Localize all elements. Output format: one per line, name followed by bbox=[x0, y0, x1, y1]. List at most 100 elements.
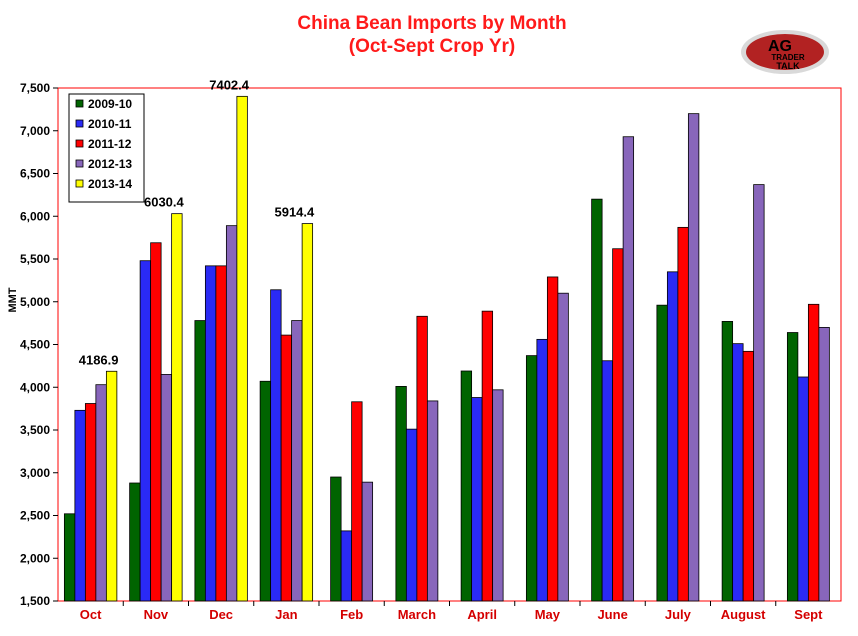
logo-line-2: TRADER bbox=[771, 53, 805, 62]
bar-2011-12-June bbox=[612, 248, 624, 602]
bar-2012-13-April bbox=[492, 389, 504, 602]
data-labels-layer: 4186.9 6030.4 7402.4 5914.4 bbox=[79, 77, 315, 367]
y-tick-label: 7,500 bbox=[20, 81, 50, 95]
bar-2013-14-Jan bbox=[301, 223, 314, 602]
y-axis-label: MMT bbox=[7, 287, 19, 312]
bar-2012-13-Feb bbox=[361, 481, 374, 602]
bars-layer bbox=[63, 95, 830, 602]
bar-2009-10-July bbox=[656, 304, 668, 602]
bar-2012-13-Nov bbox=[160, 374, 173, 602]
data-label: 4186.9 bbox=[79, 352, 119, 367]
bar-2012-13-July bbox=[687, 113, 700, 602]
bar-2013-14-Dec bbox=[236, 95, 248, 602]
bar-2010-11-June bbox=[601, 360, 614, 602]
category-label: Nov bbox=[144, 607, 169, 622]
bar-2009-10-Nov bbox=[129, 482, 141, 602]
y-tick-label: 3,500 bbox=[20, 423, 50, 437]
bar-2011-12-Jan bbox=[280, 334, 293, 602]
bar-2010-11-August bbox=[732, 343, 744, 602]
bar-2011-12-April bbox=[481, 310, 494, 602]
chart-subtitle: (Oct-Sept Crop Yr) bbox=[349, 36, 515, 57]
plot-area bbox=[57, 87, 842, 602]
y-tick-label: 6,000 bbox=[20, 209, 50, 223]
brand-logo: AG TRADER TALK bbox=[741, 30, 829, 74]
bar-2009-10-March bbox=[395, 385, 407, 602]
bar-2010-11-April bbox=[471, 397, 483, 602]
logo-line-1: AG bbox=[768, 38, 792, 55]
category-label: June bbox=[597, 607, 627, 622]
bar-2010-11-July bbox=[666, 271, 679, 602]
bar-2012-13-Dec bbox=[225, 225, 238, 602]
data-label: 5914.4 bbox=[274, 205, 315, 220]
y-tick-label: 4,000 bbox=[20, 380, 50, 394]
category-label: Sept bbox=[794, 607, 823, 622]
legend-swatch bbox=[75, 179, 84, 188]
bar-2010-11-May bbox=[536, 338, 548, 602]
bar-2011-12-August bbox=[742, 350, 755, 602]
bar-2012-13-August bbox=[753, 184, 765, 602]
bar-2009-10-Jan bbox=[259, 380, 272, 602]
bar-2009-10-August bbox=[721, 321, 734, 602]
bar-2009-10-Sept bbox=[786, 332, 799, 602]
bar-2009-10-Feb bbox=[330, 476, 342, 602]
bar-2011-12-Feb bbox=[351, 401, 363, 602]
y-tick-label: 5,000 bbox=[20, 295, 50, 309]
bar-2010-11-Feb bbox=[340, 530, 353, 602]
bar-2010-11-March bbox=[405, 428, 418, 602]
legend-label: 2012-13 bbox=[88, 157, 132, 171]
bar-2010-11-Dec bbox=[204, 265, 217, 602]
y-tick-label: 1,500 bbox=[20, 594, 50, 608]
legend-label: 2009-10 bbox=[88, 97, 132, 111]
bar-2011-12-March bbox=[416, 315, 428, 602]
bar-2009-10-June bbox=[591, 198, 603, 602]
y-tick-label: 3,000 bbox=[20, 466, 50, 480]
bar-2012-13-Jan bbox=[291, 320, 303, 602]
category-label: July bbox=[665, 607, 692, 622]
category-label: April bbox=[467, 607, 497, 622]
bar-2010-11-Sept bbox=[797, 376, 809, 602]
legend-swatch bbox=[75, 119, 84, 128]
legend-label: 2011-12 bbox=[88, 137, 132, 151]
category-label: Oct bbox=[80, 607, 102, 622]
logo-line-3: TALK bbox=[776, 61, 800, 71]
bar-2011-12-Dec bbox=[215, 265, 227, 602]
category-label: August bbox=[721, 607, 766, 622]
y-tick-label: 7,000 bbox=[20, 124, 50, 138]
bar-2009-10-Oct bbox=[63, 513, 76, 602]
legend-items: 2009-10 2010-11 2011-12 2012-13 2013-14 bbox=[75, 97, 132, 191]
bar-2013-14-Oct bbox=[105, 370, 118, 602]
bar-2011-12-Nov bbox=[150, 242, 162, 602]
bar-2012-13-May bbox=[557, 292, 569, 602]
y-tick-label: 2,500 bbox=[20, 509, 50, 523]
y-tick-label: 6,500 bbox=[20, 167, 50, 181]
bar-2009-10-April bbox=[460, 370, 473, 602]
legend-label: 2013-14 bbox=[88, 177, 132, 191]
bar-2012-13-March bbox=[426, 400, 439, 602]
category-label: Feb bbox=[340, 607, 363, 622]
data-label: 6030.4 bbox=[144, 195, 185, 210]
category-label: Jan bbox=[275, 607, 297, 622]
logo-oval bbox=[746, 34, 824, 70]
bar-2012-13-June bbox=[622, 136, 635, 602]
category-label: Dec bbox=[209, 607, 233, 622]
y-tick-label: 2,000 bbox=[20, 551, 50, 565]
legend-swatch bbox=[75, 139, 84, 148]
legend: 2009-10 2010-11 2011-12 2012-13 2013-14 bbox=[68, 93, 145, 203]
y-tick-label: 5,500 bbox=[20, 252, 50, 266]
chart-title: China Bean Imports by Month bbox=[297, 13, 566, 34]
axis-layer: 1,500 2,000 2,500 3,000 3,500 4,000 4,500 5,000… bbox=[20, 81, 823, 622]
bar-2012-13-Sept bbox=[818, 326, 830, 602]
bar-2012-13-Oct bbox=[95, 384, 107, 602]
bar-2009-10-Dec bbox=[194, 320, 206, 602]
data-label: 7402.4 bbox=[209, 77, 250, 92]
legend-swatch bbox=[75, 99, 84, 108]
legend-swatch bbox=[75, 159, 84, 168]
category-label: March bbox=[398, 607, 436, 622]
bar-2011-12-Oct bbox=[84, 403, 97, 602]
legend-label: 2010-11 bbox=[88, 117, 132, 131]
bar-2011-12-Sept bbox=[807, 303, 820, 602]
y-tick-label: 4,500 bbox=[20, 338, 50, 352]
bar-2011-12-May bbox=[546, 276, 559, 602]
bar-2011-12-July bbox=[677, 226, 689, 602]
